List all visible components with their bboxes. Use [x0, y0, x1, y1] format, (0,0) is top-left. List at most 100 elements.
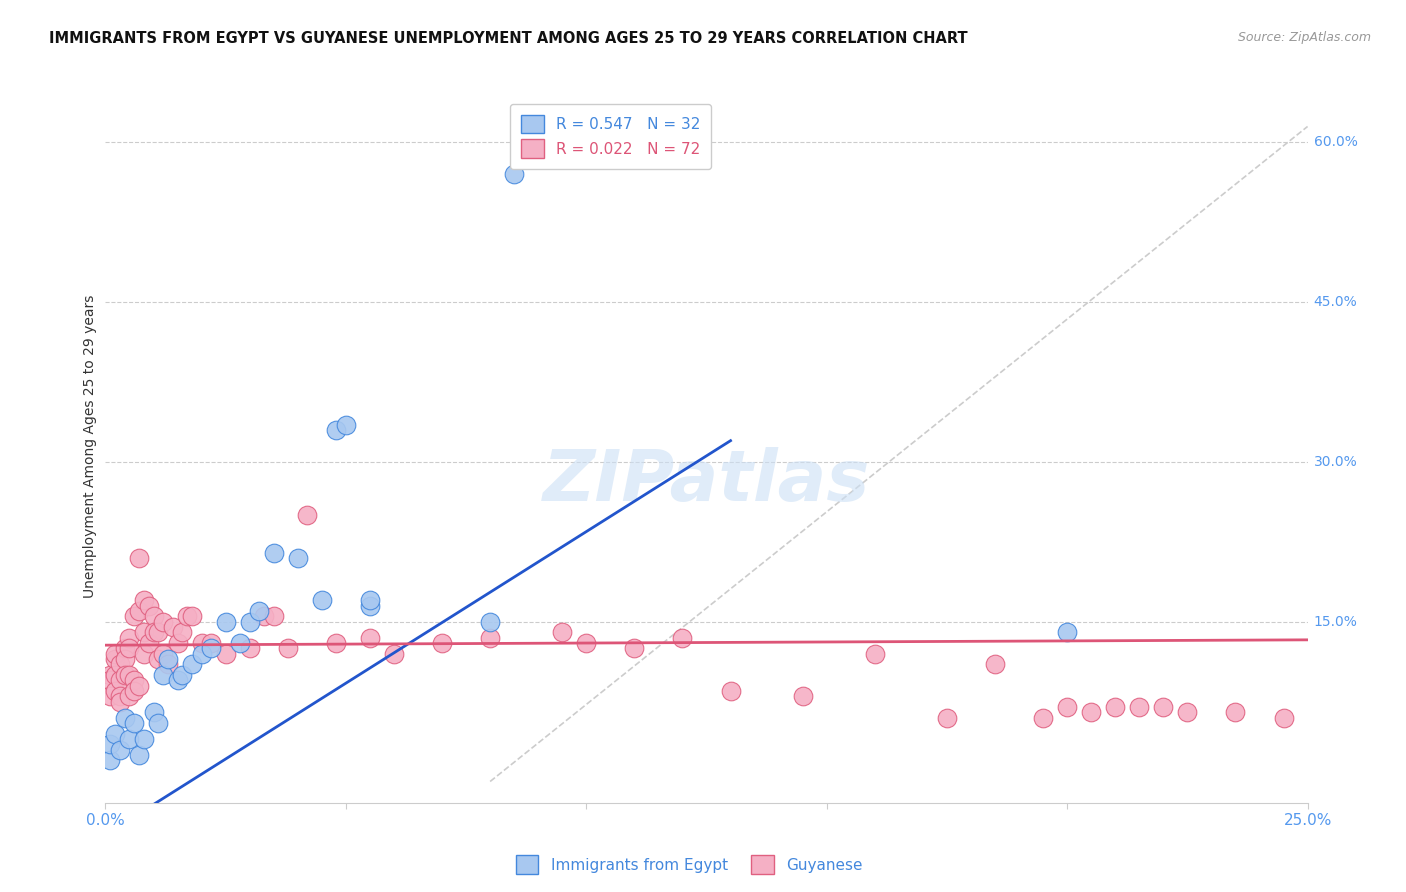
Point: [166, 673, 188, 688]
Point: [132, 731, 155, 746]
Point: [359, 593, 381, 607]
Point: [108, 690, 131, 704]
Point: [335, 417, 357, 432]
Point: [118, 731, 141, 746]
Point: [263, 545, 285, 559]
Text: 45.0%: 45.0%: [1313, 295, 1357, 310]
Point: [128, 679, 150, 693]
Point: [104, 668, 127, 682]
Point: [277, 641, 299, 656]
Point: [214, 615, 236, 629]
Point: [132, 593, 155, 607]
Point: [98, 753, 121, 767]
Point: [1056, 625, 1078, 640]
Point: [190, 636, 212, 650]
Point: [124, 673, 146, 688]
Point: [200, 641, 222, 656]
Point: [118, 668, 141, 682]
Point: [1104, 700, 1126, 714]
Point: [382, 647, 405, 661]
Point: [936, 710, 959, 724]
Point: [148, 652, 170, 666]
Legend: Immigrants from Egypt, Guyanese: Immigrants from Egypt, Guyanese: [509, 849, 869, 880]
Point: [575, 636, 598, 650]
Point: [124, 609, 146, 624]
Point: [623, 641, 645, 656]
Point: [142, 609, 165, 624]
Point: [98, 673, 121, 688]
Point: [156, 652, 179, 666]
Text: IMMIGRANTS FROM EGYPT VS GUYANESE UNEMPLOYMENT AMONG AGES 25 TO 29 YEARS CORRELA: IMMIGRANTS FROM EGYPT VS GUYANESE UNEMPL…: [49, 31, 967, 46]
Point: [172, 668, 194, 682]
Point: [325, 636, 347, 650]
Point: [128, 747, 150, 762]
Point: [214, 647, 236, 661]
Point: [114, 652, 136, 666]
Point: [162, 620, 184, 634]
Point: [138, 599, 160, 613]
Point: [98, 690, 121, 704]
Point: [108, 657, 131, 672]
Point: [359, 599, 381, 613]
Legend: R = 0.547   N = 32, R = 0.022   N = 72: R = 0.547 N = 32, R = 0.022 N = 72: [510, 104, 711, 169]
Point: [1056, 700, 1078, 714]
Point: [114, 668, 136, 682]
Point: [200, 636, 222, 650]
Point: [229, 636, 252, 650]
Point: [239, 641, 262, 656]
Point: [138, 636, 160, 650]
Point: [297, 508, 319, 523]
Point: [124, 715, 146, 730]
Point: [124, 684, 146, 698]
Point: [108, 673, 131, 688]
Point: [152, 615, 174, 629]
Point: [792, 690, 814, 704]
Point: [128, 604, 150, 618]
Point: [720, 684, 742, 698]
Point: [503, 168, 526, 182]
Point: [325, 423, 347, 437]
Point: [1175, 706, 1198, 720]
Point: [108, 695, 131, 709]
Point: [984, 657, 1007, 672]
Text: Source: ZipAtlas.com: Source: ZipAtlas.com: [1237, 31, 1371, 45]
Point: [671, 631, 693, 645]
Point: [247, 604, 270, 618]
Point: [104, 647, 127, 661]
Point: [311, 593, 333, 607]
Point: [1272, 710, 1295, 724]
Point: [1080, 706, 1102, 720]
Point: [152, 647, 174, 661]
Point: [132, 625, 155, 640]
Point: [239, 615, 262, 629]
Text: 30.0%: 30.0%: [1313, 455, 1357, 469]
Point: [1225, 706, 1247, 720]
Point: [166, 636, 188, 650]
Point: [172, 625, 194, 640]
Point: [114, 641, 136, 656]
Point: [1128, 700, 1150, 714]
Point: [104, 652, 127, 666]
Point: [108, 742, 131, 756]
Text: 15.0%: 15.0%: [1313, 615, 1357, 629]
Point: [152, 668, 174, 682]
Point: [98, 668, 121, 682]
Point: [156, 657, 179, 672]
Point: [181, 609, 204, 624]
Point: [104, 726, 127, 740]
Point: [118, 631, 141, 645]
Text: 60.0%: 60.0%: [1313, 136, 1357, 150]
Point: [104, 684, 127, 698]
Point: [430, 636, 453, 650]
Y-axis label: Unemployment Among Ages 25 to 29 years: Unemployment Among Ages 25 to 29 years: [83, 294, 97, 598]
Point: [190, 647, 212, 661]
Point: [253, 609, 276, 624]
Point: [142, 706, 165, 720]
Point: [114, 710, 136, 724]
Point: [132, 647, 155, 661]
Point: [128, 550, 150, 565]
Point: [359, 631, 381, 645]
Point: [479, 631, 502, 645]
Point: [863, 647, 886, 661]
Point: [118, 641, 141, 656]
